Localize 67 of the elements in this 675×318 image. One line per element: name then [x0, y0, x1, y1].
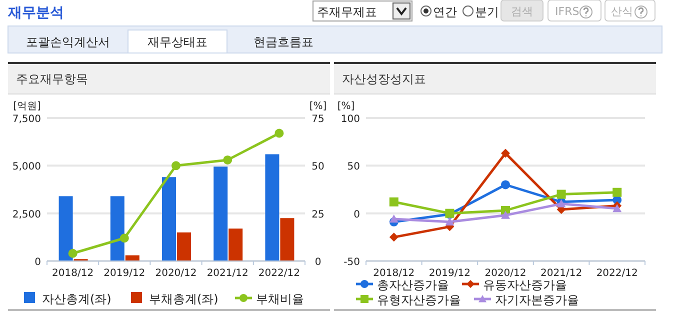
- x-tick-label: 2022/12: [258, 268, 300, 279]
- bar: [265, 154, 280, 261]
- point: [274, 128, 284, 138]
- point: [223, 155, 232, 164]
- bar: [162, 177, 176, 261]
- text: 재무분석: [7, 5, 64, 21]
- legend-label: 유동자산증가율: [483, 278, 567, 292]
- bar: [177, 232, 191, 261]
- point: [612, 188, 622, 197]
- y2-tick-label: 50: [312, 162, 324, 173]
- point: [120, 234, 129, 243]
- y-tick-label: 0: [354, 209, 360, 220]
- x-tick-label: 2022/12: [596, 268, 638, 279]
- y-tick-label: 5,000: [12, 162, 41, 173]
- point: [445, 217, 454, 226]
- point: [501, 148, 510, 158]
- x-tick-label: 2019/12: [104, 268, 146, 279]
- legend-label: 자산총계(좌): [42, 292, 112, 306]
- y2-tick-label: 25: [312, 209, 324, 220]
- text: 주재무제표: [317, 5, 377, 19]
- x-tick-label: 2020/12: [484, 268, 526, 279]
- y-tick-label: 0: [34, 257, 41, 268]
- legend-label: 자기자본증가율: [495, 293, 579, 307]
- point: [501, 180, 510, 190]
- y2-tick-label: 0: [314, 257, 322, 268]
- bar: [228, 228, 243, 261]
- x-tick-label: 2021/12: [540, 268, 582, 279]
- text: 재무상태표: [148, 35, 208, 49]
- x-tick-label: 2021/12: [206, 268, 248, 279]
- text: 분기: [475, 5, 499, 19]
- point: [501, 210, 510, 219]
- y2-axis-title: [%]: [309, 101, 327, 112]
- bar: [214, 166, 228, 261]
- text: 현금흐름표: [254, 35, 314, 49]
- bar: [280, 218, 294, 261]
- point: [172, 161, 180, 170]
- y-axis-title: [억원]: [13, 101, 41, 112]
- bar: [58, 196, 73, 261]
- legend-label: 부채비율: [256, 292, 304, 306]
- x-tick-label: 2018/12: [373, 268, 415, 279]
- point: [389, 214, 398, 223]
- y2-tick-label: 75: [312, 114, 324, 125]
- legend-label: 부채총계(좌): [149, 292, 218, 306]
- legend-label: 유형자산증가율: [377, 293, 461, 307]
- x-tick-label: 2019/12: [428, 268, 470, 279]
- text: 포괄손익계산서: [26, 35, 110, 49]
- point: [389, 232, 398, 242]
- y-tick-label: 100: [340, 114, 360, 125]
- legend-label: 총자산증가율: [377, 278, 449, 292]
- y-tick-label: 50: [347, 162, 360, 173]
- x-tick-label: 2018/12: [52, 268, 94, 279]
- text: IFRS: [555, 5, 580, 18]
- point: [556, 190, 566, 199]
- text: 검색: [511, 5, 533, 18]
- point: [612, 204, 622, 212]
- y-tick-label: 7,500: [12, 114, 41, 125]
- y-tick-label: -50: [344, 257, 360, 268]
- x-tick-label: 2020/12: [155, 268, 197, 279]
- text: 연간: [433, 5, 457, 19]
- chart-title: 자산성장성지표: [342, 72, 426, 86]
- chart-title: 주요재무항목: [16, 72, 88, 86]
- point: [389, 197, 398, 206]
- y-axis-title: [%]: [337, 101, 355, 112]
- y-tick-label: 2,500: [12, 209, 41, 220]
- bar: [110, 196, 124, 261]
- text: 산식: [611, 5, 633, 18]
- point: [68, 248, 78, 258]
